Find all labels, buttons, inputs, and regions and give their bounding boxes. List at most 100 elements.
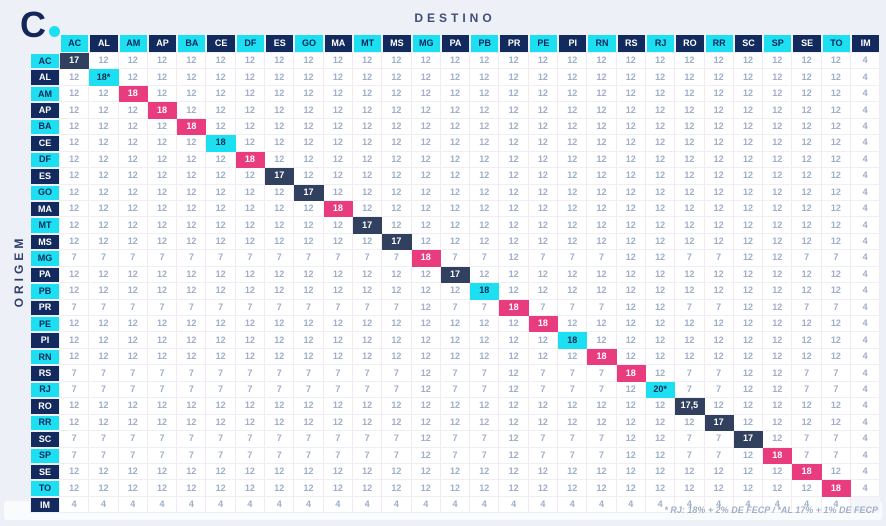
rate-cell-ma-pe: 12 <box>528 200 559 218</box>
rate-cell-ba-rn: 12 <box>587 118 617 136</box>
diagonal-rate-cell-rj-rj: 20* <box>645 381 676 399</box>
diagonal-rate-cell-rr-rr: 17 <box>704 414 734 432</box>
rate-cell-rs-rn: 7 <box>587 365 617 382</box>
rate-cell-es-ap: 12 <box>147 168 178 185</box>
rate-cell-pi-ma: 12 <box>323 332 353 349</box>
rate-cell-pe-rn: 12 <box>587 316 617 333</box>
rate-cell-al-go: 12 <box>294 69 324 86</box>
rate-cell-ma-ce: 12 <box>206 200 236 218</box>
rate-cell-ce-se: 12 <box>792 135 822 152</box>
rate-cell-pi-pr: 12 <box>499 332 529 349</box>
rate-cell-pb-to: 12 <box>821 283 852 300</box>
rate-cell-sp-al: 7 <box>89 447 119 464</box>
rate-cell-im-al: 4 <box>89 496 119 514</box>
rate-cell-se-to: 12 <box>821 463 852 481</box>
rate-cell-to-al: 12 <box>89 480 119 497</box>
row-header-ap: AP <box>30 102 60 119</box>
rate-cell-sc-pi: 7 <box>558 431 588 448</box>
rate-cell-sc-es: 7 <box>265 431 295 448</box>
rate-cell-ac-pe: 12 <box>528 53 559 70</box>
row-header-ba: BA <box>30 118 60 136</box>
rate-cell-pi-im: 4 <box>851 332 881 349</box>
rate-cell-im-ac: 4 <box>60 496 90 514</box>
rate-cell-ma-pi: 12 <box>558 200 588 218</box>
row-header-mg: MG <box>30 250 60 267</box>
rate-cell-to-pr: 12 <box>499 480 529 497</box>
rate-cell-ba-se: 12 <box>792 118 822 136</box>
rate-cell-ap-pb: 12 <box>470 102 500 119</box>
rate-cell-am-sc: 12 <box>733 85 764 103</box>
diagonal-rate-cell-df-df: 18 <box>235 151 266 169</box>
rate-cell-al-im: 4 <box>851 69 881 86</box>
rate-cell-df-pa: 12 <box>440 151 471 169</box>
rate-cell-rj-ms: 7 <box>382 381 412 399</box>
rate-cell-go-sc: 12 <box>733 184 764 201</box>
rate-cell-mt-pa: 12 <box>440 217 471 234</box>
rate-cell-im-ap: 4 <box>147 496 178 514</box>
rate-cell-se-rn: 12 <box>587 463 617 481</box>
rate-cell-rj-am: 7 <box>118 381 148 399</box>
rate-cell-ac-pr: 12 <box>499 53 529 70</box>
rate-cell-pe-ac: 12 <box>60 316 90 333</box>
rate-cell-es-df: 12 <box>235 168 266 185</box>
rate-cell-rr-al: 12 <box>89 414 119 432</box>
rate-cell-to-df: 12 <box>235 480 266 497</box>
rate-cell-pr-se: 7 <box>792 299 822 316</box>
rate-cell-es-pi: 12 <box>558 168 588 185</box>
rate-cell-se-pb: 12 <box>470 463 500 481</box>
rate-cell-rn-pe: 12 <box>528 348 559 366</box>
rate-cell-es-ma: 12 <box>323 168 353 185</box>
row-header-rr: RR <box>30 414 60 432</box>
rate-cell-pi-go: 12 <box>294 332 324 349</box>
rate-cell-sp-ms: 7 <box>382 447 412 464</box>
rate-cell-rn-pa: 12 <box>440 348 471 366</box>
rate-cell-pb-go: 12 <box>294 283 324 300</box>
rate-cell-ba-am: 12 <box>118 118 148 136</box>
diagonal-rate-cell-rs-rs: 18 <box>616 365 646 382</box>
rate-cell-sc-ac: 7 <box>60 431 90 448</box>
rate-cell-mt-pi: 12 <box>558 217 588 234</box>
column-header-ap: AP <box>147 34 178 53</box>
rate-cell-rr-ro: 12 <box>675 414 705 432</box>
rate-cell-df-sc: 12 <box>733 151 764 169</box>
rate-cell-pr-am: 7 <box>118 299 148 316</box>
rate-cell-go-es: 12 <box>265 184 295 201</box>
rate-cell-pa-es: 12 <box>265 266 295 284</box>
rate-cell-mg-pr: 12 <box>499 250 529 267</box>
row-header-sc: SC <box>30 431 60 448</box>
rate-cell-go-pi: 12 <box>558 184 588 201</box>
rate-cell-mg-pi: 7 <box>558 250 588 267</box>
rate-cell-go-sp: 12 <box>763 184 793 201</box>
rate-cell-al-pb: 12 <box>470 69 500 86</box>
rate-cell-rj-al: 7 <box>89 381 119 399</box>
rate-cell-mg-pe: 7 <box>528 250 559 267</box>
rate-cell-pr-ms: 7 <box>382 299 412 316</box>
rate-cell-ac-pi: 12 <box>558 53 588 70</box>
row-header-pa: PA <box>30 266 60 284</box>
rate-cell-ce-pr: 12 <box>499 135 529 152</box>
rate-cell-mg-mt: 7 <box>352 250 383 267</box>
row-header-im: IM <box>30 496 60 514</box>
rate-cell-pa-rj: 12 <box>645 266 676 284</box>
rate-cell-pr-ce: 7 <box>206 299 236 316</box>
rate-cell-rr-ba: 12 <box>177 414 207 432</box>
rate-cell-mt-pe: 12 <box>528 217 559 234</box>
rate-cell-pi-ap: 12 <box>147 332 178 349</box>
rate-cell-ro-sc: 12 <box>733 398 764 415</box>
row-header-rj: RJ <box>30 381 60 399</box>
rate-cell-pr-pa: 7 <box>440 299 471 316</box>
rate-cell-al-ro: 12 <box>675 69 705 86</box>
diagonal-rate-cell-se-se: 18 <box>792 463 822 481</box>
rate-cell-go-ce: 12 <box>206 184 236 201</box>
rate-cell-ms-rr: 12 <box>704 233 734 251</box>
rate-cell-sp-mg: 12 <box>411 447 441 464</box>
rate-cell-pi-rn: 12 <box>587 332 617 349</box>
rate-cell-rn-im: 4 <box>851 348 881 366</box>
rate-cell-df-pi: 12 <box>558 151 588 169</box>
rate-cell-pb-ac: 12 <box>60 283 90 300</box>
column-header-se: SE <box>792 34 822 53</box>
column-header-ce: CE <box>206 34 236 53</box>
rate-cell-df-se: 12 <box>792 151 822 169</box>
rate-cell-mt-sc: 12 <box>733 217 764 234</box>
rate-cell-rn-am: 12 <box>118 348 148 366</box>
